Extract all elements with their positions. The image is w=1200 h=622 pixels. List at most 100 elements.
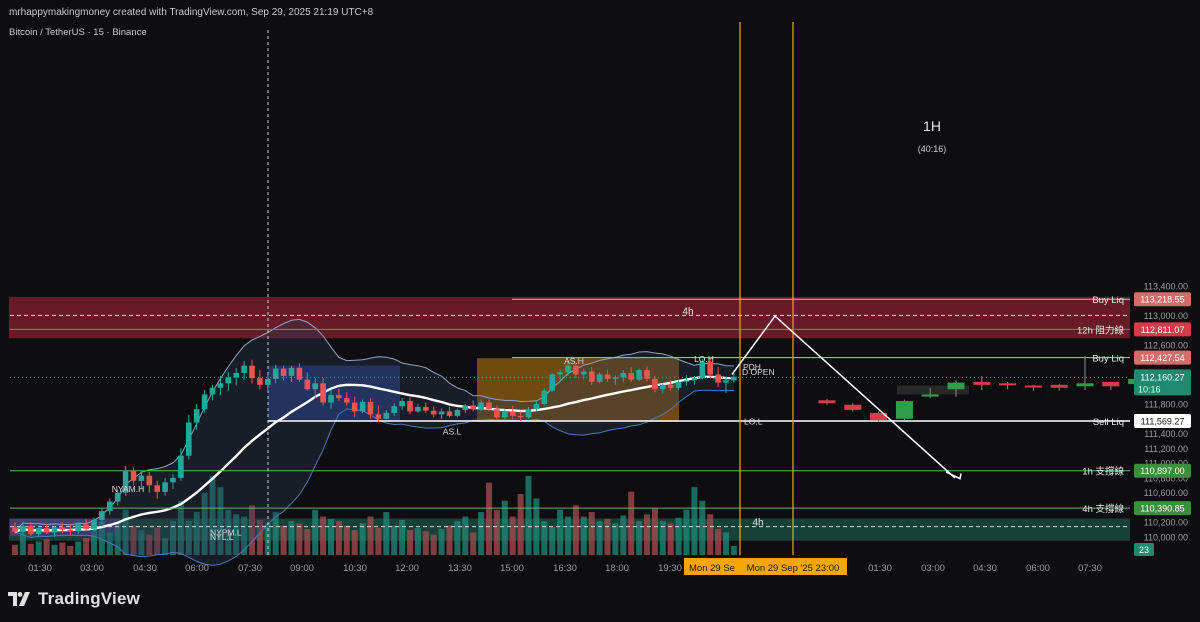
level-label: Buy Liq — [1092, 354, 1124, 365]
volume-bar — [414, 527, 421, 555]
candle-body — [122, 470, 129, 493]
candle-body — [667, 384, 674, 388]
time-tick-label: 19:30 — [658, 563, 682, 574]
volume-bar — [343, 525, 350, 555]
price-level-badge-text: 110,897.00 — [1140, 466, 1184, 476]
volume-bar — [651, 507, 658, 555]
dashed-4h-label: 4h — [752, 518, 763, 529]
time-tick-label: 06:00 — [185, 563, 209, 574]
candle-body — [336, 395, 342, 399]
projection-candle — [1102, 381, 1120, 387]
price-level-badge-text: 112,811.07 — [1141, 325, 1185, 335]
current-price-badge — [1134, 369, 1191, 396]
candle-body — [486, 402, 492, 410]
candle-body — [636, 370, 642, 380]
symbol-title[interactable]: Bitcoin / TetherUS · 15 · Binance — [9, 27, 147, 38]
volume-bar — [620, 515, 627, 555]
time-tick-label: 01:30 — [28, 563, 52, 574]
candle-body — [517, 415, 524, 418]
projection-shade — [897, 385, 969, 395]
volume-bar — [91, 526, 97, 555]
candle-body — [83, 524, 89, 529]
annotation-label: PDH — [743, 362, 761, 372]
price-axis-background — [1134, 0, 1200, 580]
candle-body — [415, 406, 421, 412]
candle-body — [35, 528, 42, 535]
annotation-label: LO.L — [744, 417, 763, 427]
tradingview-logo[interactable]: TradingView — [8, 589, 140, 609]
price-level-badge — [1134, 414, 1191, 429]
level-label: Buy Liq — [1092, 295, 1124, 306]
time-tick-label: 18:00 — [605, 563, 629, 574]
candle-body — [399, 401, 405, 407]
volume-bar — [201, 492, 208, 555]
candle-body — [359, 401, 366, 412]
tradingview-logo-icon — [8, 592, 30, 606]
volume-bar — [478, 512, 485, 555]
candle-body — [288, 367, 295, 376]
time-tick-label: 16:30 — [553, 563, 577, 574]
volume-bar — [138, 530, 145, 555]
candle-body — [217, 383, 224, 388]
candle-body — [581, 371, 587, 375]
candle-body — [533, 404, 540, 410]
candle-body — [91, 520, 97, 529]
candle-body — [462, 405, 469, 410]
price-axis: 110,000.00110,200.00110,400.00110,600.00… — [1134, 0, 1200, 580]
volume-bar — [27, 543, 34, 555]
candle-body — [280, 368, 287, 376]
volume-bar — [383, 512, 390, 555]
time-tick-label: 03:00 — [921, 563, 945, 574]
candle-body — [170, 477, 176, 483]
candle-body — [423, 406, 429, 411]
candle-body — [225, 377, 232, 384]
projection-candle — [947, 382, 965, 390]
volume-bar — [493, 509, 500, 555]
projection-layer — [731, 314, 1146, 480]
price-level-badge — [1134, 501, 1191, 516]
volume-bar — [636, 521, 643, 555]
candle-body — [699, 361, 706, 379]
candle-body — [186, 422, 192, 456]
candle-body — [67, 529, 74, 532]
time-tick-label: 01:30 — [868, 563, 892, 574]
candle-body — [644, 370, 650, 379]
volume-bar — [272, 512, 279, 555]
candle-body — [478, 402, 484, 410]
candle-body — [233, 372, 239, 378]
volume-bar — [699, 500, 706, 555]
volume-bar — [359, 523, 366, 555]
candle-body — [620, 372, 627, 378]
price-tick-label: 110,800.00 — [1144, 473, 1188, 483]
candle-body — [249, 365, 255, 379]
projection-candle — [921, 394, 939, 397]
candle-body — [257, 378, 263, 385]
candle-body — [193, 409, 200, 423]
candle-body — [541, 390, 548, 405]
level-label: 1h 支撐線 — [1082, 466, 1124, 478]
volume-bar — [501, 500, 508, 555]
projection-candle — [999, 383, 1017, 386]
time-tick-label: 15:00 — [500, 563, 524, 574]
volume-bar — [572, 505, 579, 555]
candle-body — [573, 365, 579, 375]
band-fill — [15, 319, 734, 566]
candle-body — [683, 380, 690, 382]
candle-body — [328, 395, 334, 403]
volume-bar — [596, 521, 603, 555]
candle-body — [107, 501, 113, 512]
crosshair-time-label: Mon 29 Sep '25 23:00 — [747, 563, 840, 574]
projection-candle — [973, 381, 991, 385]
candle-body — [162, 482, 168, 492]
candle-body — [178, 455, 184, 478]
candle-body — [304, 379, 311, 390]
candle-body — [588, 371, 595, 382]
candle-body — [114, 492, 121, 502]
volume-bar — [557, 509, 564, 555]
volume-bar — [588, 512, 595, 555]
annotation-layer: Buy Liq 12h 阻力線 Buy Liq Sell Liq 1h 支撐線 4h 支撐… — [112, 118, 1125, 542]
candle-body — [241, 365, 247, 373]
projection-candle — [895, 401, 913, 419]
volume-bar — [106, 532, 113, 555]
